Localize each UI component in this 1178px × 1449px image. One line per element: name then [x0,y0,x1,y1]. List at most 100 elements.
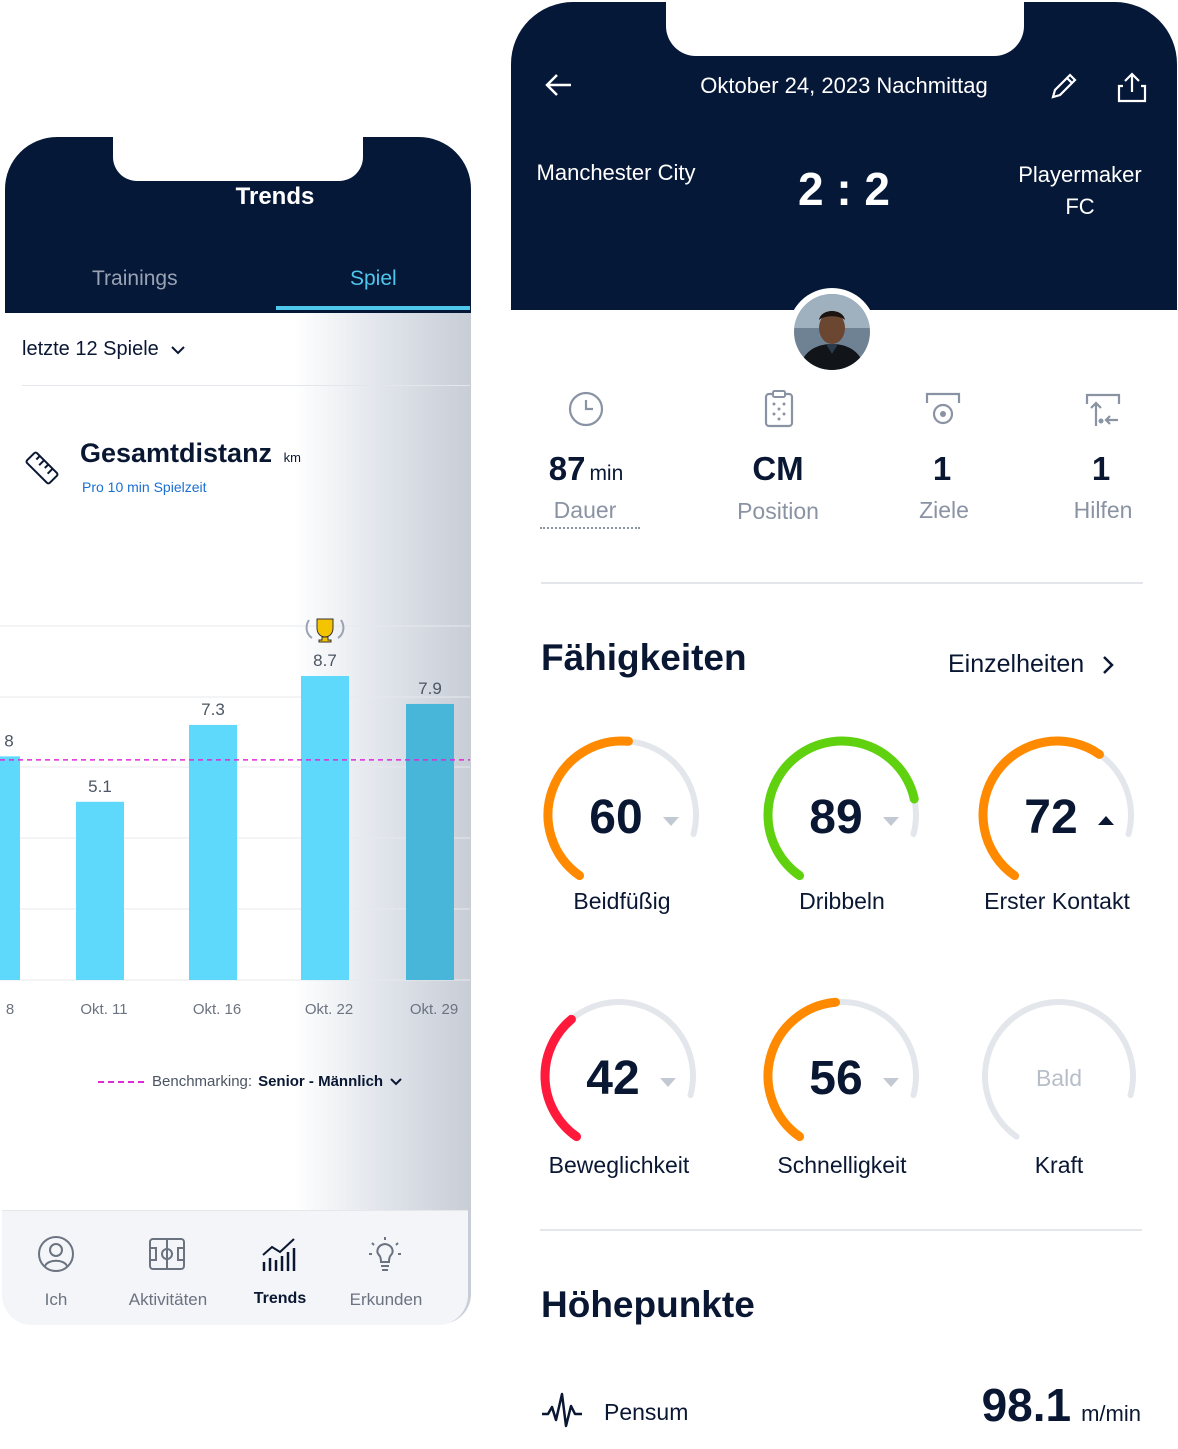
metric-unit: km [283,450,301,465]
away-team: Playermaker FC [1018,162,1142,219]
nav-trends[interactable]: Trends [220,1233,340,1313]
stat-goals-value: 1 [932,450,952,487]
trend-down-icon [883,1078,899,1087]
gauge-arc [982,999,1136,1140]
workload-wave-icon [542,1392,582,1428]
match-date: Oktober 24, 2023 Nachmittag [700,73,988,98]
match-score: 2 : 2 [797,163,891,215]
gauge-label: Erster Kontakt [984,888,1130,914]
gauge-fill [979,736,1104,881]
divider [540,1229,1142,1231]
details-link[interactable]: Einzelheiten [948,650,1118,679]
skill-gauge-4[interactable]: 42 Beweglichkeit [519,981,719,1187]
duration-number: 87 [548,450,586,487]
dotted-underline [540,527,640,529]
gauge-value: 60 [589,791,643,844]
phone-notch [113,137,363,181]
chart-bar [0,756,20,980]
phone-notch [666,0,1024,56]
nav-label: Aktivitäten [128,1290,208,1309]
highlight-label: Pensum [604,1399,689,1425]
clipboard-icon [764,390,794,428]
gauge-fill [763,736,919,881]
gauge-track [982,999,1136,1140]
skill-gauge-6[interactable]: Bald Kraft [959,981,1159,1187]
skills-title: Fähigkeiten [541,637,747,678]
benchmark-prefix: Benchmarking: [152,1073,253,1090]
tab-spiel[interactable]: Spiel [350,267,397,290]
category-label: Okt. 29 [410,1001,458,1018]
goal-icon [925,392,961,425]
gauge-arc [540,999,696,1142]
gauge-label: Schnelligkeit [777,1152,907,1178]
chart-icon [262,1238,296,1271]
gauge-fill [543,736,633,881]
gauge-arc [763,736,919,881]
benchmark-value: Senior - Männlich [258,1073,384,1090]
skill-gauge-3[interactable]: 72 Erster Kontakt [957,720,1157,923]
lightbulb-icon [369,1237,401,1271]
duration-unit: min [589,462,624,485]
gauge-value: 56 [809,1052,863,1105]
bar-value-label: 8.7 [313,651,337,670]
ruler-icon [25,451,59,485]
games-filter-dropdown[interactable]: letzte 12 Spiele [22,338,187,361]
stat-duration-label[interactable]: Dauer [553,497,617,523]
highlight-value: 98.1 m/min [940,1378,1141,1432]
metric-subtitle: Pro 10 min Spielzeit [82,479,207,495]
highlights-title: Höhepunkte [541,1284,755,1325]
gauge-label: Beidfüßig [573,888,671,914]
category-label: Okt. 22 [305,1001,353,1018]
nav-ich[interactable]: Ich [0,1233,112,1313]
player-avatar[interactable] [788,288,876,376]
nav-erkunden[interactable]: Erkunden [326,1233,446,1313]
gauge-arc [979,736,1134,881]
tab-trainings[interactable]: Trainings [92,267,178,290]
benchmark-selector[interactable]: Benchmarking: Senior - Männlich [98,1073,403,1090]
metric-title: Gesamtdistanz km [80,438,301,469]
benchmark-line-swatch [98,1080,144,1083]
back-arrow-icon[interactable] [543,70,575,100]
home-team: Manchester City [536,160,696,185]
chart-bar [189,724,237,980]
share-icon[interactable] [1115,70,1149,104]
stat-assists-label: Hilfen [1073,497,1133,523]
player-photo [794,294,870,370]
skill-gauge-2[interactable]: 89 Dribbeln [742,720,942,923]
active-tab-indicator [276,306,470,310]
gauge-arc [763,997,919,1142]
bar-value-label: 8 [4,731,13,750]
nav-label: Ich [44,1290,68,1309]
bar-value-label: 7.3 [201,700,225,719]
trend-down-icon [883,817,899,826]
stat-goals-label: Ziele [919,497,969,523]
distance-bar-chart: 8 8 5.1 Okt. 11 7.3 Okt. 16 8.7 Okt. 22 7.9 Okt. … [0,618,470,1018]
edit-pencil-icon[interactable] [1048,70,1080,102]
skill-gauge-5[interactable]: 56 Schnelligkeit [742,981,942,1187]
gauge-value: Bald [1035,1065,1083,1091]
category-label: Okt. 11 [80,1001,127,1018]
stat-position-label: Position [737,498,819,524]
field-icon [149,1238,185,1270]
stat-assists-value: 1 [1091,450,1111,487]
filter-label: letzte 12 Spiele [22,338,159,360]
gauge-value: 89 [809,791,863,844]
gauge-fill [763,997,841,1142]
category-label: 8 [6,1001,14,1018]
nav-aktivitaeten[interactable]: Aktivitäten [108,1233,228,1313]
chart-bar [76,801,124,980]
chevron-down-icon [390,1077,402,1085]
chevron-right-icon [1103,655,1114,674]
divider [541,582,1143,584]
page-title: Trends [235,183,315,210]
trophy-icon [305,618,345,643]
trend-up-icon [1098,816,1114,825]
clock-icon [568,391,604,427]
gauge-label: Dribbeln [799,888,885,914]
person-icon [38,1236,74,1272]
chevron-down-icon [171,345,185,354]
gauge-label: Kraft [1034,1152,1084,1178]
skill-gauge-1[interactable]: 60 Beidfüßig [522,720,722,923]
gauge-arc [543,736,699,881]
